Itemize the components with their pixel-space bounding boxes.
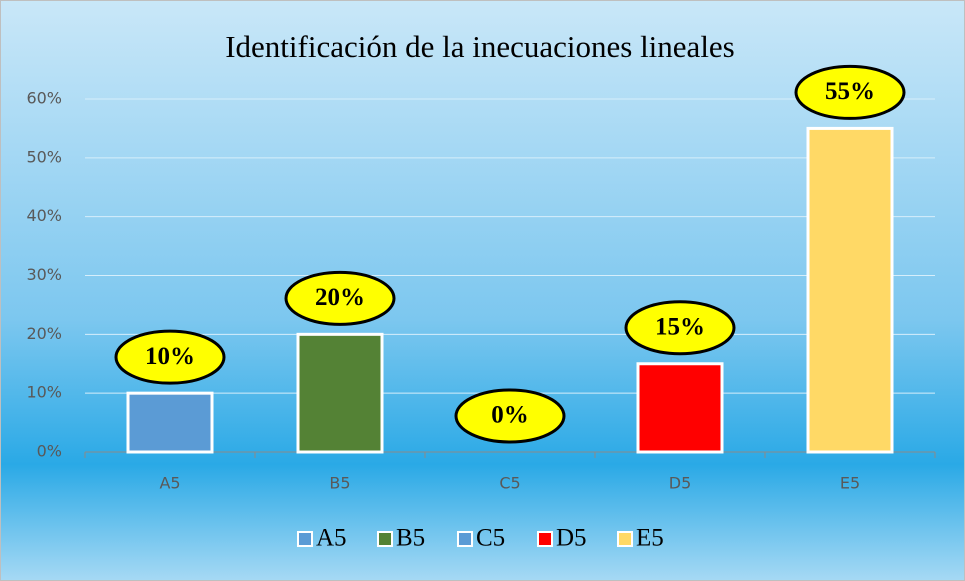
legend-label: B5 xyxy=(396,525,425,552)
legend-swatch xyxy=(457,531,473,547)
x-tick-label: A5 xyxy=(159,474,180,493)
legend-swatch xyxy=(377,531,393,547)
x-tick-label: D5 xyxy=(669,474,692,493)
bar xyxy=(126,391,214,454)
label-bubble xyxy=(284,270,396,326)
y-tick-label: 50% xyxy=(26,147,62,166)
legend-swatch xyxy=(537,531,553,547)
x-tick-label: E5 xyxy=(840,474,860,493)
bar xyxy=(636,362,724,454)
legend-swatch xyxy=(297,531,313,547)
legend-swatch xyxy=(617,531,633,547)
data-label: 10% xyxy=(145,343,195,370)
label-bubble xyxy=(794,64,906,120)
data-label: 55% xyxy=(825,78,875,105)
label-bubble xyxy=(454,388,566,444)
bar xyxy=(296,332,384,454)
chart-title: Identificación de la inecuaciones lineal… xyxy=(225,29,735,64)
y-tick-label: 10% xyxy=(26,383,62,402)
y-tick-label: 20% xyxy=(26,324,62,343)
x-tick-label: C5 xyxy=(499,474,520,493)
label-bubble xyxy=(624,300,736,356)
legend-label: C5 xyxy=(476,525,505,552)
legend-label: E5 xyxy=(636,525,664,552)
data-label: 20% xyxy=(315,284,365,311)
legend-label: D5 xyxy=(556,525,587,552)
bar xyxy=(806,126,894,454)
y-tick-label: 0% xyxy=(37,442,62,461)
data-label: 0% xyxy=(491,402,529,429)
data-label: 15% xyxy=(655,313,705,340)
y-tick-label: 30% xyxy=(26,265,62,284)
label-bubble xyxy=(114,329,226,385)
x-tick-label: B5 xyxy=(329,474,350,493)
legend-label: A5 xyxy=(316,525,347,552)
y-tick-label: 40% xyxy=(26,206,62,225)
y-tick-label: 60% xyxy=(26,89,62,108)
